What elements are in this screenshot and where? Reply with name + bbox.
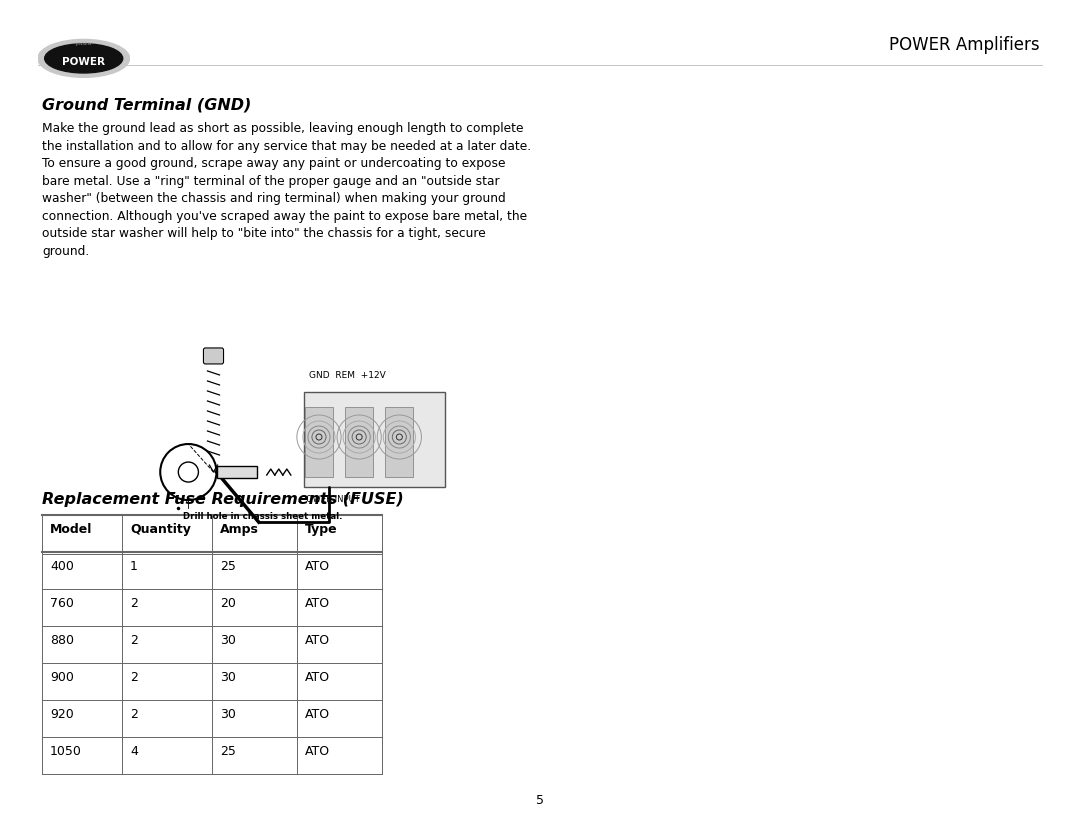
Text: 920: 920 xyxy=(50,708,73,721)
Text: GND  REM  +12V: GND REM +12V xyxy=(309,371,386,380)
Text: 1050: 1050 xyxy=(50,745,82,758)
FancyBboxPatch shape xyxy=(203,348,224,364)
Text: 760: 760 xyxy=(50,597,73,610)
Text: connection. Although you've scraped away the paint to expose bare metal, the: connection. Although you've scraped away… xyxy=(42,209,527,223)
Text: Ground Terminal (GND): Ground Terminal (GND) xyxy=(42,97,252,112)
Text: 30: 30 xyxy=(220,634,235,647)
Text: Quantity: Quantity xyxy=(130,523,191,536)
Text: outside star washer will help to "bite into" the chassis for a tight, secure: outside star washer will help to "bite i… xyxy=(42,227,486,240)
Text: ATO: ATO xyxy=(305,597,330,610)
Text: 880: 880 xyxy=(50,634,75,647)
Text: 25: 25 xyxy=(220,745,235,758)
Text: washer" (between the chassis and ring terminal) when making your ground: washer" (between the chassis and ring te… xyxy=(42,192,505,205)
Text: POWER: POWER xyxy=(63,57,105,67)
Text: 400: 400 xyxy=(50,560,73,573)
Text: ATO: ATO xyxy=(305,634,330,647)
Text: ATO: ATO xyxy=(305,671,330,684)
Text: Type: Type xyxy=(305,523,338,536)
Text: 25: 25 xyxy=(220,560,235,573)
Text: POWER Amplifiers: POWER Amplifiers xyxy=(889,36,1040,54)
Text: 30: 30 xyxy=(220,671,235,684)
Text: OWER INPUT: OWER INPUT xyxy=(306,495,360,504)
Bar xyxy=(216,466,257,478)
Text: 30: 30 xyxy=(220,708,235,721)
Text: ATO: ATO xyxy=(305,708,330,721)
Text: 900: 900 xyxy=(50,671,73,684)
Text: the installation and to allow for any service that may be needed at a later date: the installation and to allow for any se… xyxy=(42,139,531,153)
Bar xyxy=(386,407,414,477)
Text: 2: 2 xyxy=(130,671,138,684)
Bar xyxy=(346,407,374,477)
Text: JENSEN: JENSEN xyxy=(76,42,92,46)
Text: Replacement Fuse Requirements (FUSE): Replacement Fuse Requirements (FUSE) xyxy=(42,492,404,507)
Text: Make the ground lead as short as possible, leaving enough length to complete: Make the ground lead as short as possibl… xyxy=(42,122,524,135)
Text: 2: 2 xyxy=(130,597,138,610)
Text: 4: 4 xyxy=(130,745,138,758)
Ellipse shape xyxy=(44,43,123,73)
Text: ATO: ATO xyxy=(305,745,330,758)
Text: To ensure a good ground, scrape away any paint or undercoating to expose: To ensure a good ground, scrape away any… xyxy=(42,157,505,170)
Bar xyxy=(305,407,333,477)
Text: 5: 5 xyxy=(536,793,544,806)
Text: ATO: ATO xyxy=(305,560,330,573)
Bar xyxy=(303,392,445,487)
Text: Amps: Amps xyxy=(220,523,259,536)
Text: Drill hole in chassis sheet metal.: Drill hole in chassis sheet metal. xyxy=(184,512,342,521)
Text: 2: 2 xyxy=(130,708,138,721)
Text: Model: Model xyxy=(50,523,93,536)
Text: 20: 20 xyxy=(220,597,235,610)
Text: 1: 1 xyxy=(130,560,138,573)
Text: 2: 2 xyxy=(130,634,138,647)
Text: ground.: ground. xyxy=(42,244,90,258)
Ellipse shape xyxy=(38,39,130,78)
Text: bare metal. Use a "ring" terminal of the proper gauge and an "outside star: bare metal. Use a "ring" terminal of the… xyxy=(42,174,500,188)
